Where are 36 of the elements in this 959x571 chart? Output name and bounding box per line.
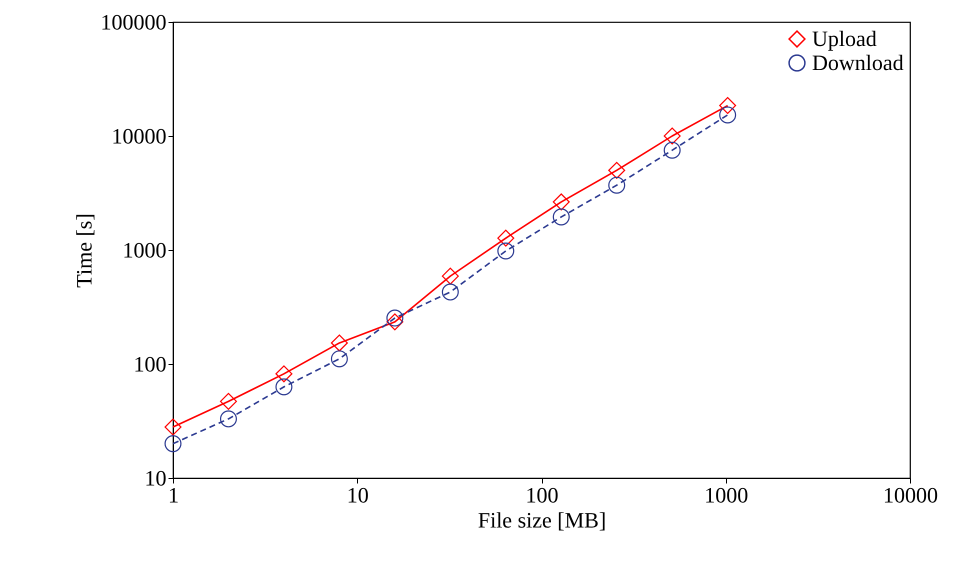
point: [608, 162, 626, 179]
point: [552, 193, 570, 210]
legend-label: Download: [812, 50, 904, 75]
point: [664, 127, 681, 145]
point: [719, 97, 736, 114]
point: [275, 365, 292, 382]
x-tick-label: 1000: [704, 482, 748, 508]
x-tick-label: 1: [168, 482, 179, 508]
x-tick-label: 100: [526, 482, 558, 508]
point: [386, 310, 404, 327]
point: [608, 176, 626, 194]
x-tick-label: 10: [346, 482, 369, 508]
point: [220, 410, 237, 428]
y-tick-label: 100: [134, 352, 166, 376]
point: [664, 142, 681, 159]
point: [497, 242, 514, 260]
point: [164, 418, 182, 436]
y-axis-title: Time [s]: [72, 213, 96, 288]
y-tick-label: 1000: [122, 238, 166, 262]
point: [330, 350, 348, 368]
point: [330, 334, 348, 352]
point: [220, 392, 237, 410]
point: [497, 230, 514, 247]
x-axis-title: File size [MB]: [478, 508, 606, 532]
point: [275, 378, 292, 396]
y-tick-label: 10000: [112, 124, 166, 148]
point: [442, 284, 459, 301]
point: [719, 106, 736, 124]
point: [442, 268, 459, 285]
y-tick-label: 10: [144, 466, 166, 490]
point: [552, 208, 570, 226]
point: [386, 313, 404, 330]
point: [164, 435, 182, 452]
y-tick-label: 100000: [100, 10, 166, 34]
x-tick-label: 10000: [883, 482, 938, 508]
legend-label: Upload: [812, 26, 877, 51]
